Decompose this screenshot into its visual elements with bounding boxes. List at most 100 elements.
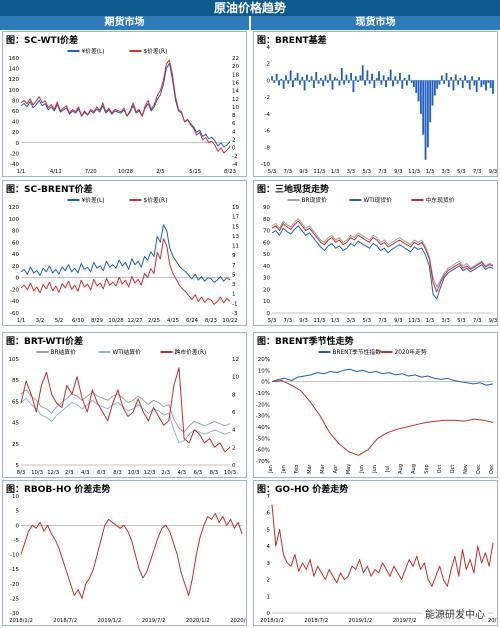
x-tick-label: 10/3	[31, 470, 43, 476]
x-tick-label: 5/2	[55, 318, 64, 324]
x-tick-label: Dec	[489, 464, 495, 474]
chart-title: 图：GO-HO 价差走势	[257, 485, 349, 495]
y-tick-label: 0	[16, 141, 20, 147]
y-tick-label: 40	[12, 252, 19, 258]
legend-label: $价差(R)	[144, 196, 168, 204]
bar	[359, 75, 362, 81]
bar	[326, 80, 329, 83]
y-tick-label: 10	[12, 494, 19, 500]
y-tick-label: 140	[9, 67, 20, 73]
bar	[419, 80, 422, 114]
bar	[280, 78, 283, 81]
y-tick-label: 0	[16, 523, 20, 529]
y-tick-label: 0	[267, 611, 271, 617]
y-right-tick-label: 7	[232, 263, 236, 269]
bar	[292, 80, 294, 88]
chart-panel-sc-brent: 图：SC-BRENT价差 120 100 80 60 40 20 0 -20 -40 -60 19 1…	[2, 180, 247, 326]
y-tick-label: 20%	[258, 357, 270, 363]
legend-label: 2020年走势	[395, 348, 427, 356]
y-right-tick-label: 0	[232, 146, 236, 152]
bar	[352, 80, 355, 93]
bar	[461, 80, 464, 88]
y-tick-label: -15	[10, 567, 19, 573]
chart-svg-brt-wti: 105 85 65 45 25 5 12 10 8 6 4 2 0 8/3 10/3 12/3 2/3 4/3 6/…	[9, 348, 240, 476]
chart-panel-brent-basis: 图：BRENT基差 4 2 0 -2 -4 -6 -8 -10 5/3 7/3 9/3 11/3 1/3…	[253, 31, 498, 177]
bar	[396, 80, 399, 84]
y-tick-label: 50	[263, 252, 270, 258]
x-tick-label: 2/3	[65, 470, 74, 476]
x-tick-label: 10/28	[118, 169, 134, 175]
y-tick-label: -60%	[256, 448, 270, 454]
x-tick-label: 1/1	[17, 318, 26, 324]
chart-title: 图：SC-BRENT价差	[6, 185, 93, 195]
bar	[333, 77, 336, 81]
x-tick-label: Jul	[385, 466, 391, 473]
legend-label: WTI结算价	[113, 348, 142, 356]
x-tick-label: 4/11	[50, 169, 62, 175]
legend-label: ¥价差(L)	[82, 47, 105, 55]
x-tick-label: 5/3	[457, 169, 466, 175]
left-column-header: 期货市场	[0, 16, 249, 30]
y-right-tick-label: 17	[232, 215, 239, 221]
x-tick-label: 4/25	[167, 318, 179, 324]
y-right-tick-label: 2	[232, 138, 236, 144]
x-tick-label: 5/3	[457, 318, 466, 324]
bar	[287, 80, 290, 84]
series-line-0	[271, 218, 494, 288]
x-tick-label: 8/3	[113, 470, 122, 476]
bar	[319, 77, 322, 81]
x-tick-label: 9/3	[394, 318, 403, 324]
y-tick-label: 5	[16, 509, 20, 515]
x-tick-label: 2018/7/2	[53, 618, 77, 624]
chart-title: 图：BRENT基差	[257, 36, 327, 46]
y-tick-label: 25	[12, 442, 19, 448]
x-tick-label: 9/3	[299, 318, 308, 324]
y-right-tick-label: 13	[232, 234, 239, 240]
y-tick-label: 70	[263, 229, 270, 235]
x-tick-label: 12/3	[47, 470, 59, 476]
y-right-tick-label: 6	[232, 410, 236, 416]
bar	[366, 70, 369, 81]
bar	[452, 80, 455, 91]
x-tick-label: 4/3	[178, 470, 187, 476]
x-tick-label: 2019/1/2	[349, 618, 373, 624]
series-line-0	[20, 224, 231, 283]
bar	[487, 80, 490, 83]
bar	[380, 80, 383, 85]
chart-title: 图：BRENT季节性走势	[257, 337, 354, 347]
bar	[338, 80, 341, 86]
y-tick-label: 4	[267, 45, 271, 51]
x-tick-label: 7/3	[473, 169, 482, 175]
bar	[468, 80, 471, 90]
y-tick-label: 80	[12, 98, 19, 104]
bar	[392, 80, 394, 87]
x-tick-label: 11/3	[408, 318, 420, 324]
y-right-tick-label: 15	[232, 224, 239, 230]
y-right-tick-label: 20	[232, 64, 239, 70]
x-tick-label: Jun	[372, 465, 378, 474]
bar	[459, 77, 462, 81]
x-tick-label: 4/3	[81, 470, 90, 476]
x-tick-label: Jun	[359, 465, 365, 474]
bar	[347, 80, 350, 83]
bar	[271, 76, 273, 81]
x-tick-label: 3/3	[441, 169, 450, 175]
y-tick-label: 100	[9, 217, 20, 223]
bar	[345, 74, 348, 81]
series-line-1	[271, 380, 494, 456]
y-right-tick-label: 14	[232, 89, 239, 95]
y-right-tick-label: 11	[232, 244, 239, 250]
y-right-tick-label: 9	[232, 253, 236, 259]
y-right-tick-label: 22	[232, 56, 239, 62]
x-tick-label: May	[346, 464, 352, 474]
bar	[364, 80, 366, 86]
y-tick-label: -30	[10, 611, 19, 617]
x-tick-label: Oct	[437, 465, 443, 474]
y-right-tick-label: -2	[232, 154, 237, 160]
y-tick-label: 2	[267, 62, 271, 68]
bar	[312, 80, 315, 88]
series-line-0	[20, 513, 243, 599]
y-right-tick-label: 2	[232, 445, 236, 451]
